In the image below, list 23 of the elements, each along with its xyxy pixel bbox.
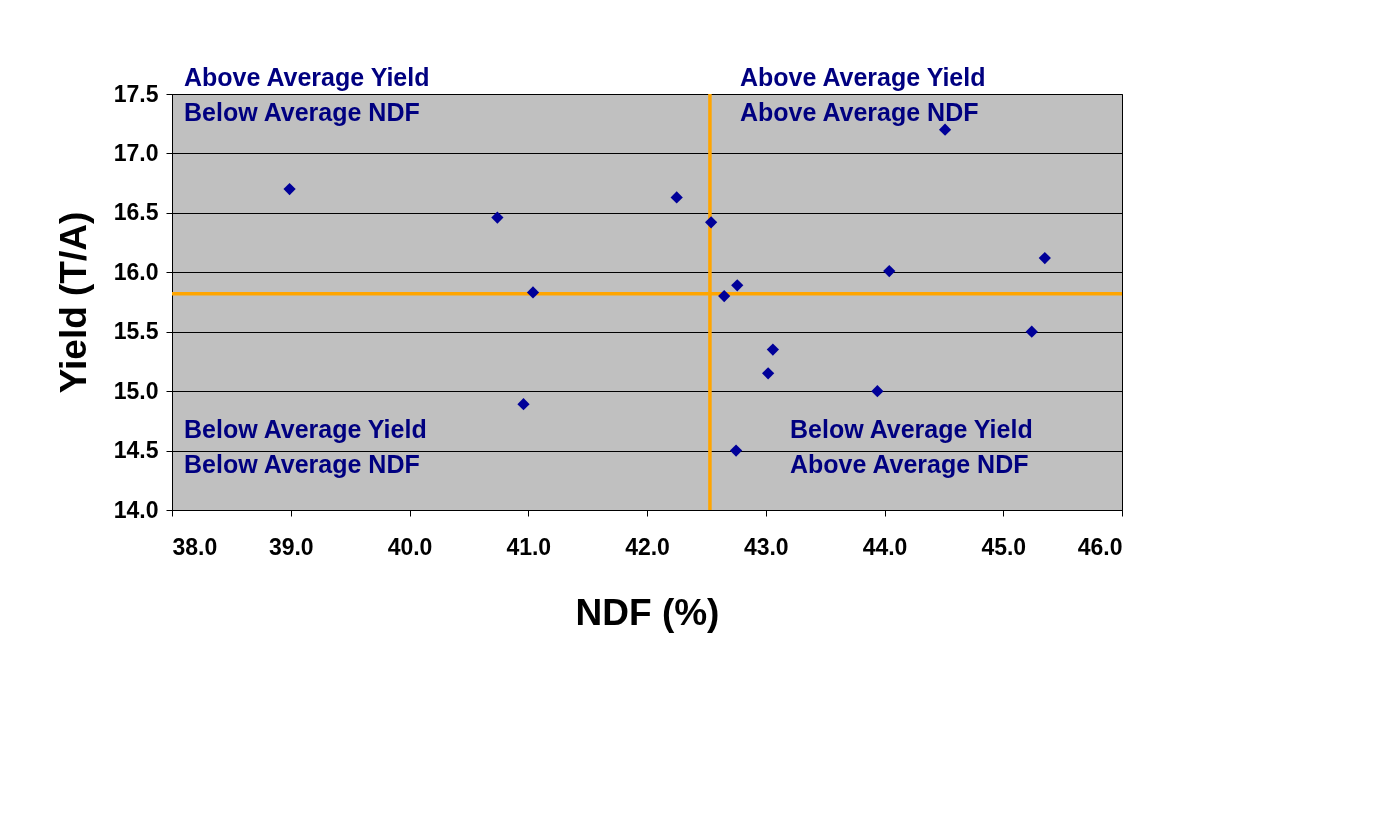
- x-tick-label: 38.0: [172, 533, 218, 560]
- annotation: Above Average Yield Below Average NDF: [184, 63, 430, 126]
- y-tick-label: 17.0: [113, 139, 159, 166]
- y-tick-label: 15.5: [113, 318, 159, 345]
- y-tick-label: 14.5: [113, 437, 159, 464]
- x-tick-label: 46.0: [1077, 533, 1123, 560]
- x-tick-label: 39.0: [268, 533, 314, 560]
- y-tick-label: 17.5: [113, 80, 159, 107]
- annotation: Below Average Yield Below Average NDF: [184, 415, 427, 478]
- x-tick-label: 41.0: [506, 533, 552, 560]
- annotation: Above Average Yield Above Average NDF: [740, 63, 986, 126]
- x-tick-label: 45.0: [981, 533, 1027, 560]
- y-tick-label: 16.5: [113, 199, 159, 226]
- y-tick-label: 15.0: [113, 377, 159, 404]
- annotation: Below Average Yield Above Average NDF: [790, 415, 1033, 478]
- x-axis-title: NDF (%): [575, 591, 720, 633]
- x-tick-label: 40.0: [387, 533, 433, 560]
- y-tick-label: 14.0: [113, 496, 159, 523]
- y-axis-title: Yield (T/A): [52, 211, 94, 394]
- x-tick-label: 42.0: [625, 533, 670, 560]
- x-tick-label: 43.0: [743, 533, 789, 560]
- y-tick-label: 16.0: [113, 258, 159, 285]
- x-tick-label: 44.0: [862, 533, 908, 560]
